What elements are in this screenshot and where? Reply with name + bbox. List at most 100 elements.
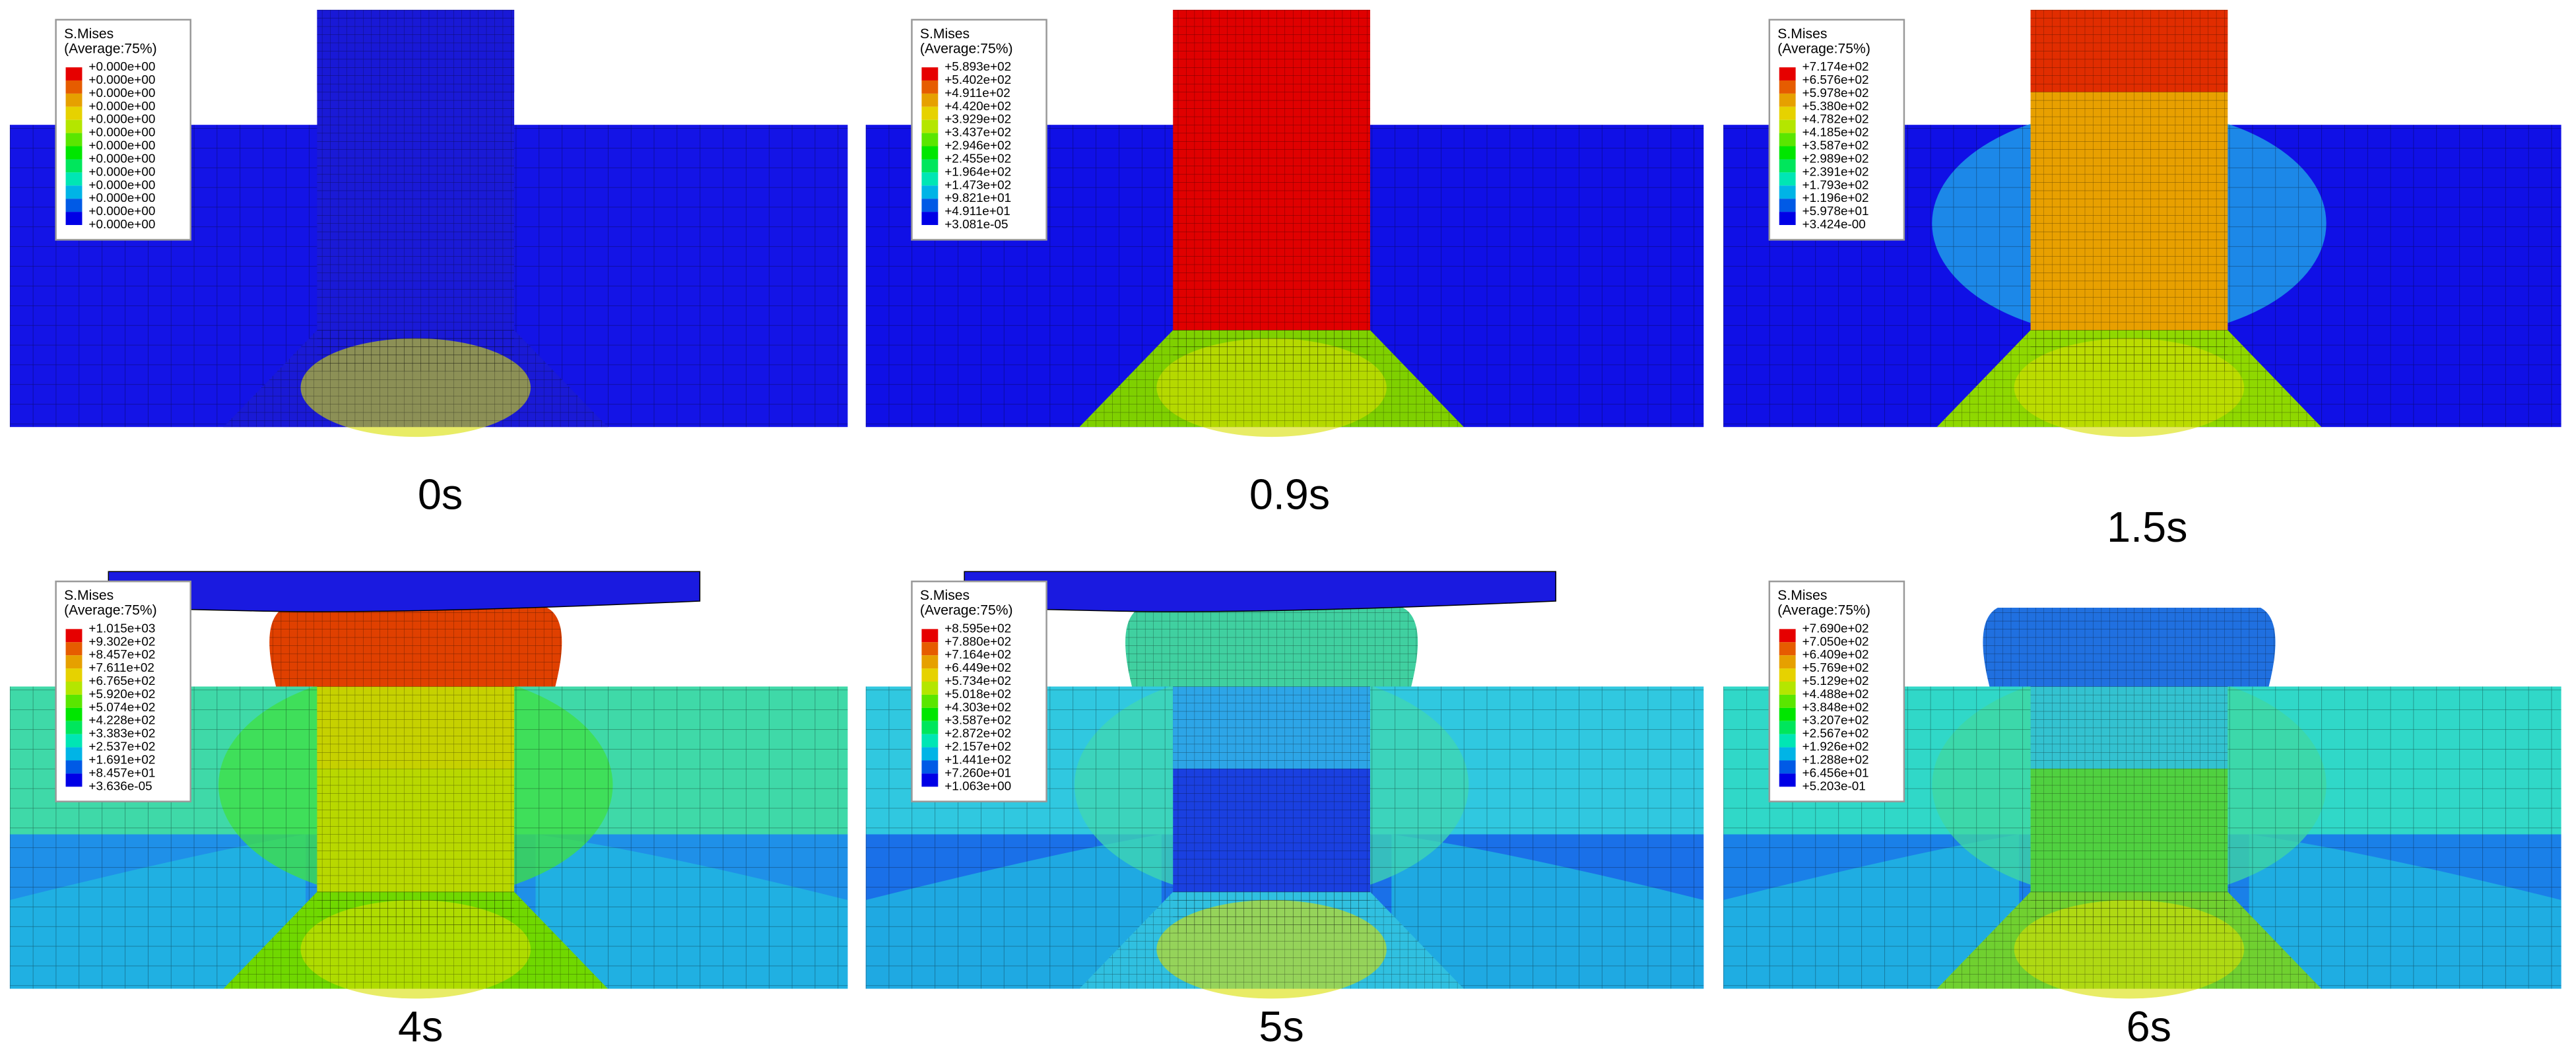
legend-swatch	[921, 655, 939, 669]
countersink-mesh	[1936, 891, 2322, 989]
rivet-head-mesh	[269, 607, 562, 687]
legend-label: +9.821e+01	[944, 191, 1011, 205]
legend-label: +3.848e+02	[1802, 701, 1869, 715]
legend-subtitle: (Average:75%)	[64, 41, 157, 56]
legend-label: +1.063e+00	[944, 779, 1011, 793]
time-caption: 4s	[398, 1002, 443, 1050]
simulation-panel: S.Mises(Average:75%) +8.595e+02+7.880e+02…	[865, 571, 1704, 999]
legend-label: +8.457e+02	[88, 648, 155, 662]
legend-swatch	[1779, 668, 1796, 682]
rivet-head-mesh	[1125, 607, 1418, 687]
legend-label: +5.402e+02	[944, 73, 1011, 87]
legend-swatch	[921, 199, 939, 212]
legend-swatch	[1779, 655, 1796, 669]
legend-subtitle: (Average:75%)	[1777, 41, 1870, 56]
legend-label: +2.157e+02	[944, 740, 1011, 754]
countersink-mesh	[1079, 330, 1464, 428]
legend-swatch	[921, 146, 939, 160]
legend-swatch	[65, 773, 83, 787]
legend-label: +1.441e+02	[944, 753, 1011, 767]
legend-label: +3.587e+02	[944, 714, 1011, 728]
legend-label: +1.288e+02	[1802, 753, 1869, 767]
legend-label: +3.081e-05	[944, 218, 1008, 232]
legend-label: +3.383e+02	[88, 727, 155, 741]
countersink-mesh	[223, 330, 608, 428]
legend-swatch	[65, 172, 83, 186]
legend-label: +7.260e+01	[944, 766, 1011, 780]
legend-label: +8.457e+01	[88, 766, 155, 780]
countersink-mesh	[1079, 891, 1464, 989]
countersink-mesh	[223, 891, 608, 989]
legend: S.Mises(Average:75%) +7.690e+02+7.050e+02…	[1768, 580, 1905, 802]
simulation-panel: S.Mises(Average:75%) +7.174e+02+6.576e+02…	[1723, 9, 2561, 437]
legend-label: +1.691e+02	[88, 753, 155, 767]
legend-label: +4.303e+02	[944, 701, 1011, 715]
legend-swatch	[65, 707, 83, 721]
legend-label: +5.978e+02	[1802, 86, 1869, 100]
legend-label: +7.164e+02	[944, 648, 1011, 662]
legend-swatch	[65, 721, 83, 734]
legend-label: +0.000e+00	[88, 126, 155, 140]
legend-swatch	[1779, 760, 1796, 774]
legend-label: +3.636e-05	[88, 779, 152, 793]
legend-swatch	[1779, 106, 1796, 120]
legend-swatch	[65, 80, 83, 94]
legend-label: +1.926e+02	[1802, 740, 1869, 754]
legend-label: +5.380e+02	[1802, 100, 1869, 113]
legend-swatch	[921, 668, 939, 682]
legend-label: +0.000e+00	[88, 100, 155, 113]
time-caption: 5s	[1259, 1002, 1304, 1050]
time-caption: 6s	[2127, 1002, 2171, 1050]
legend-swatch	[921, 629, 939, 643]
legend-label: +0.000e+00	[88, 113, 155, 127]
legend-swatch	[1779, 199, 1796, 212]
legend-label: +5.203e-01	[1802, 779, 1866, 793]
rivet-head-mesh	[1983, 607, 2276, 687]
legend-title: S.Mises	[920, 588, 970, 603]
legend-label: +0.000e+00	[88, 165, 155, 179]
legend-label: +2.989e+02	[1802, 152, 1869, 166]
legend-swatch	[1779, 721, 1796, 734]
legend-label: +7.050e+02	[1802, 635, 1869, 649]
legend-label: +1.196e+02	[1802, 191, 1869, 205]
legend-swatch	[921, 642, 939, 656]
legend-swatch	[1779, 80, 1796, 94]
legend-swatch	[1779, 694, 1796, 708]
legend-label: +0.000e+00	[88, 60, 155, 74]
legend-label: +4.420e+02	[944, 100, 1011, 113]
legend-label: +7.880e+02	[944, 635, 1011, 649]
legend-label: +2.455e+02	[944, 152, 1011, 166]
simulation-panel: S.Mises(Average:75%) +7.690e+02+7.050e+02…	[1723, 580, 2561, 999]
legend-swatch	[65, 93, 83, 107]
time-caption: 0.9s	[1249, 470, 1330, 518]
legend-subtitle: (Average:75%)	[64, 603, 157, 618]
legend-swatch	[921, 80, 939, 94]
legend-swatch	[921, 747, 939, 761]
legend-swatch	[65, 694, 83, 708]
legend-label: +0.000e+00	[88, 73, 155, 87]
legend-label: +3.587e+02	[1802, 139, 1869, 153]
legend-subtitle: (Average:75%)	[920, 41, 1013, 56]
legend-label: +4.911e+02	[944, 86, 1010, 100]
legend-label: +0.000e+00	[88, 152, 155, 166]
legend-swatch	[1779, 642, 1796, 656]
legend-label: +1.473e+02	[944, 178, 1011, 192]
legend-swatch	[921, 694, 939, 708]
simulation-panel: S.Mises(Average:75%) +5.893e+02+5.402e+02…	[865, 9, 1704, 437]
legend-swatch	[921, 133, 939, 146]
legend-swatch	[65, 747, 83, 761]
legend-label: +2.391e+02	[1802, 165, 1869, 179]
legend-swatch	[1779, 734, 1796, 748]
legend-swatch	[921, 212, 939, 226]
legend-label: +9.302e+02	[88, 635, 155, 649]
legend-swatch	[1779, 185, 1796, 199]
rivet-mesh	[317, 9, 515, 371]
legend-label: +4.488e+02	[1802, 688, 1869, 701]
legend-swatch	[1779, 146, 1796, 160]
legend-swatch	[65, 734, 83, 748]
legend-label: +4.185e+02	[1802, 126, 1869, 140]
legend-title: S.Mises	[920, 26, 970, 42]
legend-swatch	[65, 655, 83, 669]
legend-label: +1.964e+02	[944, 165, 1011, 179]
